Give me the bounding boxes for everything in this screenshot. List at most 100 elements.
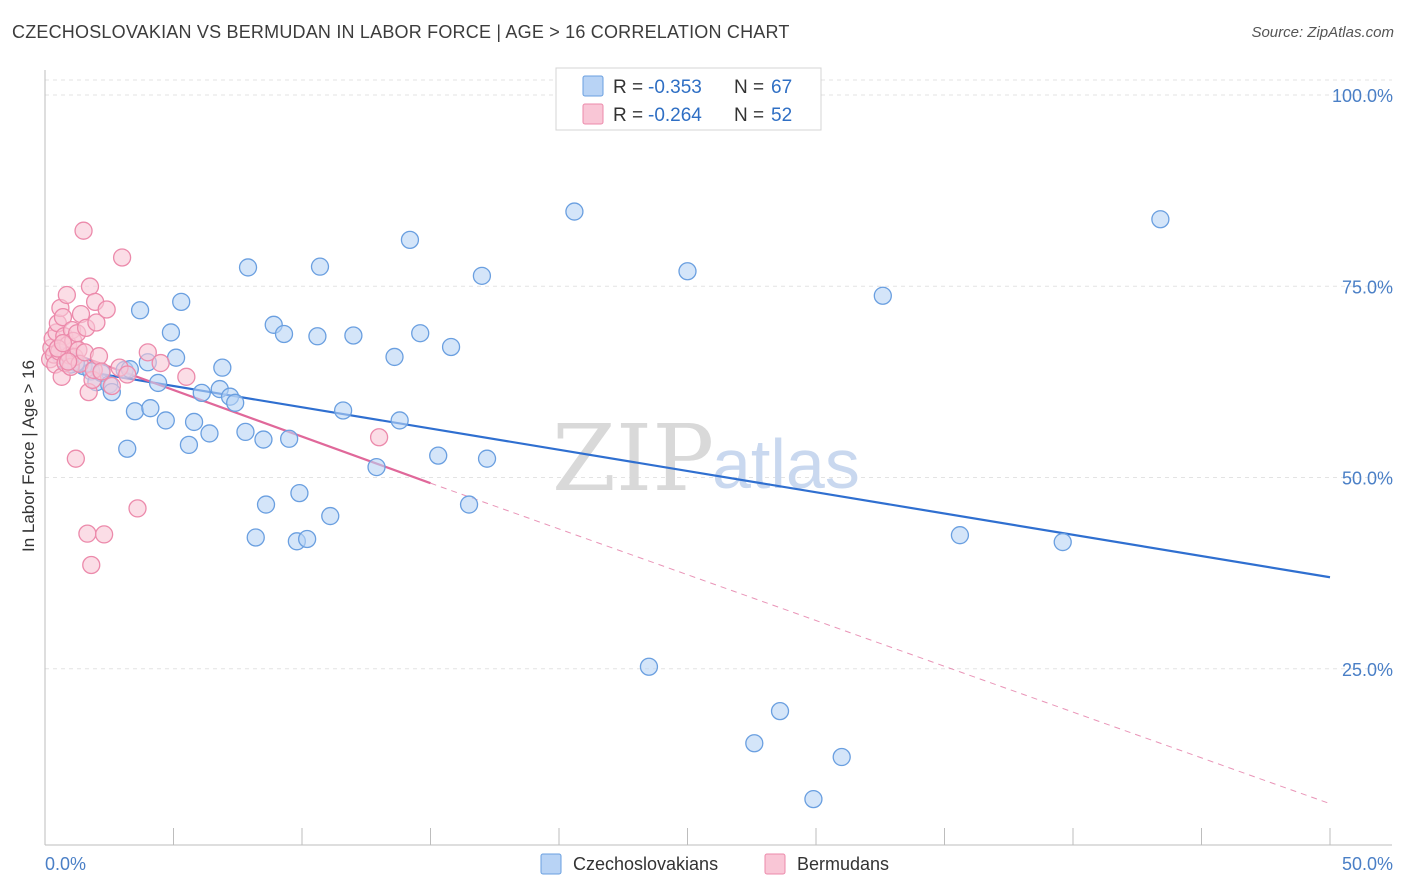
watermark: ZIP atlas: [552, 405, 860, 512]
x-tick-label-max: 50.0%: [1342, 854, 1393, 874]
source-label: Source: ZipAtlas.com: [1251, 24, 1394, 41]
legend-r-label: R =: [613, 105, 643, 126]
data-point-czechoslovakians: [832, 747, 851, 767]
data-point-bermudans: [87, 313, 106, 332]
data-point-czechoslovakians: [565, 202, 584, 221]
data-point-bermudans: [102, 376, 121, 396]
data-point-czechoslovakians: [118, 439, 137, 458]
data-point-czechoslovakians: [310, 257, 330, 276]
data-point-bermudans: [97, 300, 116, 319]
data-point-czechoslovakians: [274, 324, 294, 344]
y-tick-label: 50.0%: [1342, 469, 1393, 489]
data-point-czechoslovakians: [192, 383, 211, 403]
data-point-czechoslovakians: [179, 435, 199, 455]
legend-r-label: R =: [613, 77, 643, 98]
data-point-czechoslovakians: [678, 262, 697, 281]
y-tick-label: 25.0%: [1342, 660, 1393, 680]
data-point-czechoslovakians: [279, 429, 299, 448]
data-point-czechoslovakians: [390, 411, 409, 430]
data-points: [40, 202, 1170, 809]
data-point-czechoslovakians: [125, 402, 145, 421]
data-point-bermudans: [58, 352, 78, 371]
data-point-czechoslovakians: [172, 292, 191, 312]
data-point-czechoslovakians: [639, 657, 659, 676]
data-point-czechoslovakians: [308, 327, 327, 346]
data-point-czechoslovakians: [411, 324, 430, 343]
data-point-bermudans: [138, 343, 157, 362]
data-point-czechoslovakians: [429, 446, 448, 465]
data-point-czechoslovakians: [472, 266, 492, 285]
bottom-legend-swatch-bermudans: [764, 853, 786, 875]
legend-r-value-bermudans: -0.264: [648, 105, 702, 126]
legend-swatch-czechoslovakians: [582, 75, 604, 97]
data-point-bermudans: [74, 221, 93, 240]
data-point-czechoslovakians: [236, 422, 255, 442]
data-point-czechoslovakians: [745, 734, 764, 753]
legend-n-label: N =: [734, 77, 764, 98]
data-point-czechoslovakians: [184, 412, 204, 432]
data-point-czechoslovakians: [1151, 210, 1170, 229]
trend-line-extension-bermudans: [430, 482, 1331, 805]
data-point-czechoslovakians: [367, 457, 386, 477]
watermark-zip: ZIP: [552, 405, 714, 512]
x-tick-label-min: 0.0%: [45, 854, 86, 874]
data-point-czechoslovakians: [333, 401, 353, 420]
trend-line-czechoslovakians: [57, 365, 1331, 579]
data-point-bermudans: [128, 499, 147, 518]
data-point-bermudans: [57, 285, 76, 305]
data-point-bermudans: [151, 353, 170, 373]
axes: [44, 70, 1392, 846]
data-point-czechoslovakians: [256, 495, 276, 514]
data-point-czechoslovakians: [344, 326, 363, 345]
data-point-bermudans: [118, 365, 137, 384]
legend-r-value-czechoslovakians: -0.353: [648, 77, 702, 98]
legend-n-value-bermudans: 52: [771, 105, 792, 126]
data-point-bermudans: [112, 248, 132, 267]
data-point-bermudans: [177, 367, 196, 386]
data-point-bermudans: [53, 307, 73, 327]
data-point-bermudans: [66, 449, 85, 468]
watermark-atlas: atlas: [712, 425, 860, 503]
data-point-bermudans: [53, 334, 73, 353]
y-tick-label: 100.0%: [1332, 86, 1393, 106]
data-point-czechoslovakians: [156, 411, 175, 430]
gridlines: [45, 79, 1392, 670]
legend-swatch-bermudans: [582, 103, 604, 125]
bottom-legend-label-bermudans: Bermudans: [797, 854, 889, 874]
data-point-czechoslovakians: [213, 358, 232, 377]
data-point-czechoslovakians: [400, 230, 420, 250]
data-point-czechoslovakians: [297, 529, 317, 549]
data-point-bermudans: [80, 277, 100, 296]
data-point-czechoslovakians: [148, 373, 168, 393]
data-point-bermudans: [82, 555, 101, 575]
data-point-czechoslovakians: [246, 528, 265, 547]
data-point-czechoslovakians: [459, 495, 479, 514]
data-point-czechoslovakians: [161, 323, 181, 342]
data-point-czechoslovakians: [321, 506, 340, 526]
data-point-czechoslovakians: [770, 701, 790, 721]
chart-title: CZECHOSLOVAKIAN VS BERMUDAN IN LABOR FOR…: [12, 22, 790, 42]
data-point-czechoslovakians: [477, 449, 497, 468]
series-legend: Czechoslovakians Bermudans: [540, 853, 889, 875]
data-point-bermudans: [94, 525, 114, 544]
data-point-czechoslovakians: [200, 424, 219, 443]
data-point-czechoslovakians: [226, 393, 245, 412]
data-point-czechoslovakians: [441, 337, 461, 357]
data-point-bermudans: [78, 524, 97, 543]
data-point-czechoslovakians: [290, 483, 309, 503]
data-point-bermudans: [369, 428, 389, 447]
data-point-bermudans: [92, 362, 111, 381]
data-point-czechoslovakians: [238, 258, 258, 277]
bottom-legend-swatch-czechoslovakians: [540, 853, 562, 875]
legend-n-value-czechoslovakians: 67: [771, 77, 792, 98]
data-point-czechoslovakians: [873, 286, 892, 305]
legend-n-label: N =: [734, 105, 764, 126]
correlation-legend: R = -0.353 N = 67 R = -0.264 N = 52: [555, 67, 822, 131]
data-point-czechoslovakians: [1053, 532, 1072, 552]
tick-labels: 25.0% 50.0% 75.0% 100.0% 0.0% 50.0%: [45, 86, 1393, 874]
data-point-czechoslovakians: [141, 399, 160, 418]
y-axis-label: In Labor Force | Age > 16: [19, 360, 38, 552]
data-point-czechoslovakians: [166, 348, 186, 367]
bottom-legend-label-czechoslovakians: Czechoslovakians: [573, 854, 718, 874]
